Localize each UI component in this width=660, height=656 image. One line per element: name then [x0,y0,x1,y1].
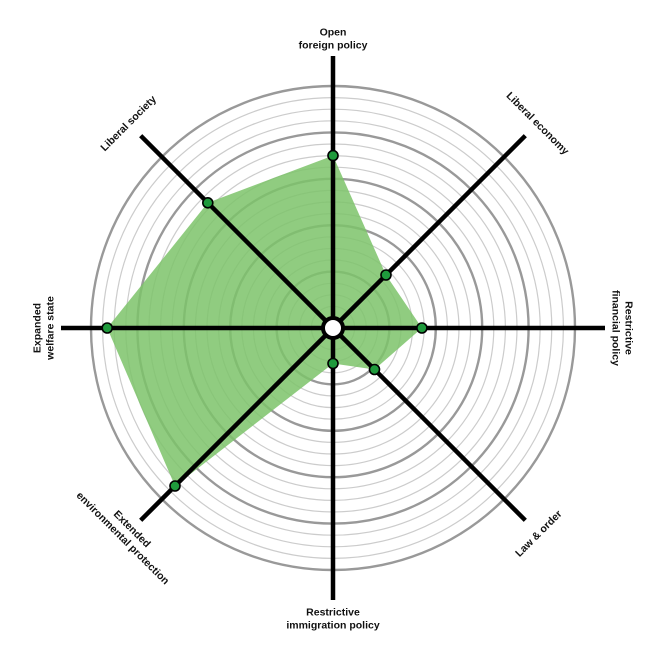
radar-data-points [101,149,428,492]
axis-line [139,134,335,330]
data-point [368,363,381,376]
data-point [327,357,339,370]
axis-label: Expanded [32,303,44,353]
data-point [101,322,113,334]
axis-label: financial policy [610,290,622,366]
data-point [169,480,181,492]
axis-label: Restrictive [623,301,635,355]
axis-label: Restrictive [306,607,360,619]
radar-area-fill [107,155,422,486]
axis-label: welfare state [45,296,57,361]
axis-line [331,326,527,522]
axis-line [331,134,527,330]
data-point [327,149,339,162]
axis-label: immigration policy [286,620,380,632]
center-hub [321,316,345,340]
data-point [380,269,392,281]
data-point [202,197,214,209]
axis-label: foreign policy [299,40,368,52]
axis-label-group: Expanded welfare state [32,296,57,361]
data-point [416,322,428,334]
axis-label: Open [320,27,347,39]
